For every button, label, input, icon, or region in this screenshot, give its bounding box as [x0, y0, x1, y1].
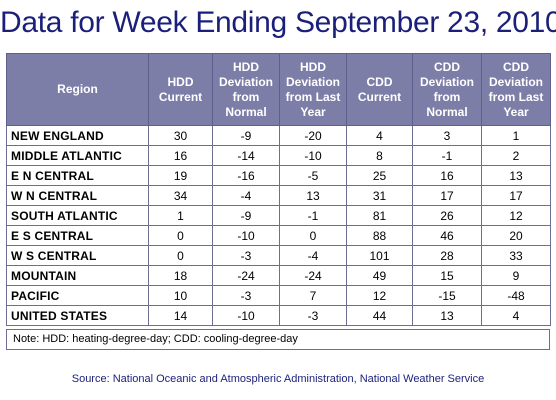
data-table-container: Region HDD Current HDD Deviation from No… [6, 53, 551, 326]
cdd-current-cell: 49 [346, 265, 413, 286]
table-row: SOUTH ATLANTIC 1 -9 -1 81 26 12 [6, 205, 551, 226]
header-hdd-current: HDD Current [148, 53, 213, 126]
table-row: UNITED STATES 14 -10 -3 44 13 4 [6, 305, 551, 326]
hdd-current-cell: 19 [148, 165, 213, 186]
region-cell: PACIFIC [6, 285, 149, 306]
cdd-current-cell: 88 [346, 225, 413, 246]
page-title: Data for Week Ending September 23, 2010 [0, 6, 556, 39]
hdd-current-cell: 1 [148, 205, 213, 226]
header-cdd-deviation-last-year: CDD Deviation from Last Year [481, 53, 551, 126]
table-row: E N CENTRAL 19 -16 -5 25 16 13 [6, 165, 551, 186]
cdd-dev-last-year-cell: 33 [481, 245, 551, 266]
cdd-current-cell: 8 [346, 145, 413, 166]
cdd-current-cell: 101 [346, 245, 413, 266]
hdd-dev-normal-cell: -9 [212, 125, 280, 146]
cdd-dev-last-year-cell: 2 [481, 145, 551, 166]
hdd-dev-normal-cell: -9 [212, 205, 280, 226]
cdd-dev-last-year-cell: 12 [481, 205, 551, 226]
hdd-current-cell: 0 [148, 225, 213, 246]
hdd-current-cell: 10 [148, 285, 213, 306]
cdd-dev-normal-cell: 15 [412, 265, 482, 286]
region-cell: E N CENTRAL [6, 165, 149, 186]
hdd-dev-last-year-cell: 0 [279, 225, 347, 246]
header-region: Region [6, 53, 149, 126]
hdd-dev-normal-cell: -3 [212, 245, 280, 266]
header-cdd-current: CDD Current [346, 53, 413, 126]
source-credit: Source: National Oceanic and Atmospheric… [71, 373, 485, 385]
hdd-dev-last-year-cell: -4 [279, 245, 347, 266]
hdd-dev-normal-cell: -14 [212, 145, 280, 166]
table-row: W N CENTRAL 34 -4 13 31 17 17 [6, 185, 551, 206]
region-cell: MOUNTAIN [6, 265, 149, 286]
region-cell: SOUTH ATLANTIC [6, 205, 149, 226]
hdd-dev-normal-cell: -3 [212, 285, 280, 306]
cdd-current-cell: 4 [346, 125, 413, 146]
table-header-row: Region HDD Current HDD Deviation from No… [6, 53, 551, 126]
cdd-current-cell: 81 [346, 205, 413, 226]
cdd-current-cell: 44 [346, 305, 413, 326]
hdd-current-cell: 0 [148, 245, 213, 266]
hdd-current-cell: 16 [148, 145, 213, 166]
table-row: E S CENTRAL 0 -10 0 88 46 20 [6, 225, 551, 246]
hdd-current-cell: 14 [148, 305, 213, 326]
cdd-current-cell: 12 [346, 285, 413, 306]
cdd-current-cell: 25 [346, 165, 413, 186]
hdd-dev-last-year-cell: 7 [279, 285, 347, 306]
hdd-dev-last-year-cell: -1 [279, 205, 347, 226]
hdd-dev-normal-cell: -10 [212, 225, 280, 246]
cdd-dev-last-year-cell: 20 [481, 225, 551, 246]
cdd-dev-last-year-cell: 9 [481, 265, 551, 286]
cdd-dev-normal-cell: 13 [412, 305, 482, 326]
table-row: MIDDLE ATLANTIC 16 -14 -10 8 -1 2 [6, 145, 551, 166]
header-cdd-deviation-normal: CDD Deviation from Normal [412, 53, 482, 126]
cdd-dev-normal-cell: 28 [412, 245, 482, 266]
region-cell: W S CENTRAL [6, 245, 149, 266]
cdd-dev-normal-cell: -1 [412, 145, 482, 166]
hdd-dev-last-year-cell: -10 [279, 145, 347, 166]
header-hdd-deviation-normal: HDD Deviation from Normal [212, 53, 280, 126]
degree-day-table: Region HDD Current HDD Deviation from No… [6, 53, 551, 326]
table-row: W S CENTRAL 0 -3 -4 101 28 33 [6, 245, 551, 266]
cdd-dev-last-year-cell: 13 [481, 165, 551, 186]
cdd-current-cell: 31 [346, 185, 413, 206]
cdd-dev-last-year-cell: -48 [481, 285, 551, 306]
hdd-dev-last-year-cell: -5 [279, 165, 347, 186]
hdd-dev-normal-cell: -10 [212, 305, 280, 326]
cdd-dev-normal-cell: 17 [412, 185, 482, 206]
cdd-dev-normal-cell: 3 [412, 125, 482, 146]
hdd-dev-normal-cell: -4 [212, 185, 280, 206]
hdd-current-cell: 18 [148, 265, 213, 286]
hdd-dev-normal-cell: -16 [212, 165, 280, 186]
cdd-dev-last-year-cell: 4 [481, 305, 551, 326]
cdd-dev-normal-cell: 16 [412, 165, 482, 186]
hdd-dev-last-year-cell: 13 [279, 185, 347, 206]
hdd-dev-last-year-cell: -3 [279, 305, 347, 326]
hdd-current-cell: 30 [148, 125, 213, 146]
hdd-current-cell: 34 [148, 185, 213, 206]
hdd-dev-last-year-cell: -20 [279, 125, 347, 146]
region-cell: UNITED STATES [6, 305, 149, 326]
table-row: MOUNTAIN 18 -24 -24 49 15 9 [6, 265, 551, 286]
region-cell: E S CENTRAL [6, 225, 149, 246]
hdd-dev-normal-cell: -24 [212, 265, 280, 286]
cdd-dev-last-year-cell: 17 [481, 185, 551, 206]
table-note: Note: HDD: heating-degree-day; CDD: cool… [6, 329, 550, 350]
cdd-dev-last-year-cell: 1 [481, 125, 551, 146]
cdd-dev-normal-cell: -15 [412, 285, 482, 306]
table-row: PACIFIC 10 -3 7 12 -15 -48 [6, 285, 551, 306]
region-cell: W N CENTRAL [6, 185, 149, 206]
header-hdd-deviation-last-year: HDD Deviation from Last Year [279, 53, 347, 126]
table-row: NEW ENGLAND 30 -9 -20 4 3 1 [6, 125, 551, 146]
region-cell: MIDDLE ATLANTIC [6, 145, 149, 166]
hdd-dev-last-year-cell: -24 [279, 265, 347, 286]
region-cell: NEW ENGLAND [6, 125, 149, 146]
cdd-dev-normal-cell: 46 [412, 225, 482, 246]
cdd-dev-normal-cell: 26 [412, 205, 482, 226]
